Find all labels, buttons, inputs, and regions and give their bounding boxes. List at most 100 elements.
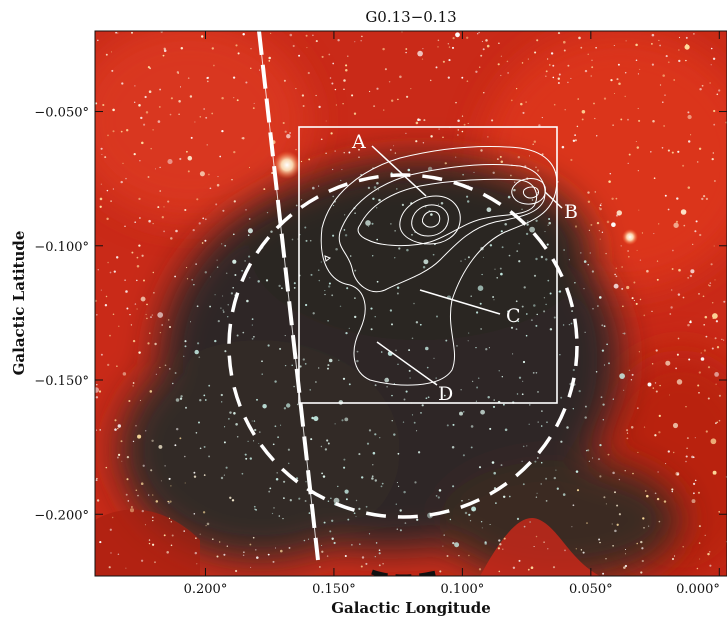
star [105,53,108,56]
star [269,487,272,490]
figure-title: G0.13−0.13 [365,8,456,26]
star [416,430,418,432]
star [131,251,134,254]
star [155,500,159,503]
star [503,537,506,540]
star [393,433,396,436]
star [641,547,644,550]
star [408,349,411,352]
star [491,461,495,464]
star [699,233,702,237]
star [247,440,249,443]
star [105,466,108,469]
star [479,66,481,68]
star [655,349,658,352]
star [268,60,271,62]
y-tick-label: −0.200° [34,508,89,523]
star [697,491,701,494]
star [403,398,406,401]
star [144,524,146,526]
star [521,393,524,396]
star [211,538,214,541]
star [714,279,716,281]
star [309,389,311,391]
star [111,516,114,519]
star [148,219,151,223]
star [147,342,150,345]
star [189,95,193,98]
star [319,566,321,568]
star [686,437,689,440]
star [374,555,376,558]
star [553,103,556,106]
star [673,222,679,228]
star [559,354,561,356]
star [355,515,357,517]
star [206,80,209,83]
star [291,238,294,241]
star [623,389,625,391]
star [233,96,235,99]
star [192,228,195,232]
star [368,533,371,535]
star [618,478,621,481]
star [676,197,679,200]
star [287,448,290,451]
star [159,190,161,192]
star [265,279,269,282]
star [99,205,102,208]
star [636,249,638,251]
star [331,168,334,171]
star [636,542,638,545]
star [530,319,533,322]
star [132,339,136,343]
star [633,300,635,301]
star [466,200,470,203]
star [381,482,384,485]
star [335,247,338,251]
star [462,173,464,176]
star [158,444,163,449]
star [493,299,495,301]
star [675,367,677,370]
annotation-a: A [351,131,366,153]
star [161,324,164,326]
star [371,475,374,478]
star [195,263,197,265]
star [151,314,153,316]
star [138,351,141,354]
star [657,471,659,473]
star [370,307,373,310]
star [663,125,665,127]
star [178,113,180,116]
star [373,186,377,189]
star [543,297,546,299]
star [711,347,714,350]
star [204,399,207,401]
star [142,464,145,467]
x-tick-label: 0.150° [312,582,356,597]
star [150,316,152,318]
star [187,155,193,161]
star [419,323,422,326]
star [492,296,495,298]
star [345,331,348,335]
star [672,451,675,454]
star [585,449,588,452]
star [521,460,523,462]
star [507,195,511,199]
star [516,517,520,521]
star [248,255,251,258]
star [685,460,687,463]
star [651,63,654,66]
star [668,394,671,396]
star [576,489,580,492]
star [670,306,673,309]
star [671,490,673,493]
star [590,75,592,77]
star [311,416,314,420]
sky-image [95,31,727,576]
star [250,566,252,568]
star [603,364,606,366]
axis-ticks: 0.200° 0.150° 0.100° 0.050° 0.000° −0.050° −0.… [34,31,727,597]
